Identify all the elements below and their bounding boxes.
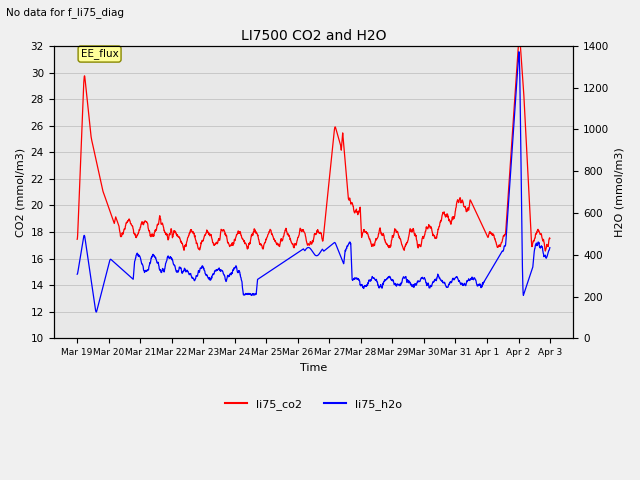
Text: EE_flux: EE_flux (81, 48, 118, 60)
Title: LI7500 CO2 and H2O: LI7500 CO2 and H2O (241, 29, 387, 43)
Legend: li75_co2, li75_h2o: li75_co2, li75_h2o (220, 395, 406, 415)
Y-axis label: H2O (mmol/m3): H2O (mmol/m3) (615, 147, 625, 237)
Text: No data for f_li75_diag: No data for f_li75_diag (6, 7, 124, 18)
X-axis label: Time: Time (300, 362, 327, 372)
Y-axis label: CO2 (mmol/m3): CO2 (mmol/m3) (15, 147, 25, 237)
